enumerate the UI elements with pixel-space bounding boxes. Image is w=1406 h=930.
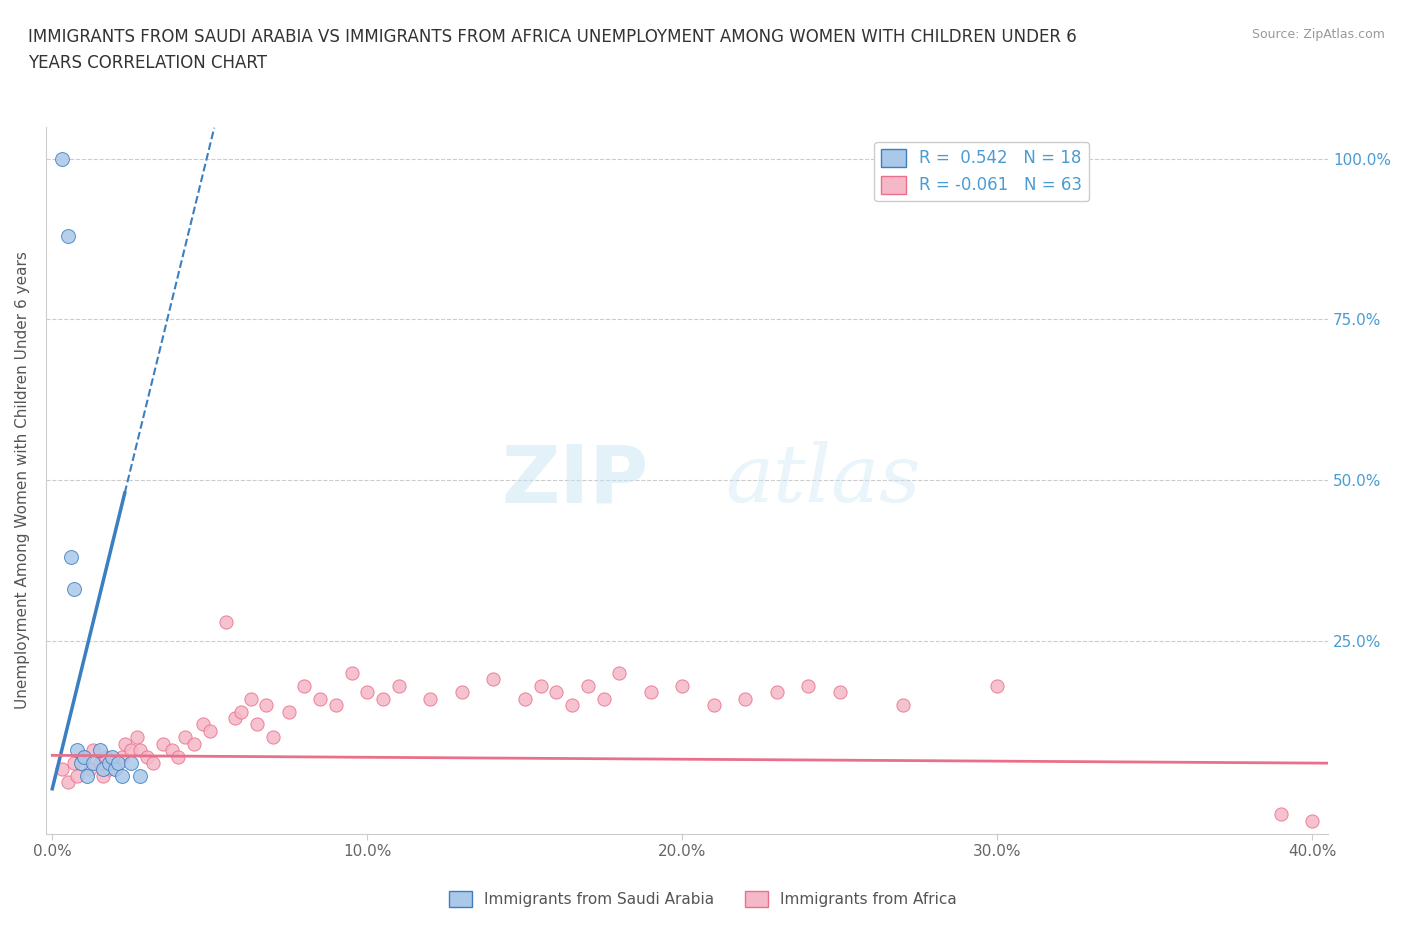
Point bbox=[110, 750, 132, 764]
Point bbox=[110, 768, 132, 783]
Point bbox=[135, 750, 157, 764]
Point bbox=[277, 704, 299, 719]
Point bbox=[828, 684, 851, 699]
Text: atlas: atlas bbox=[725, 442, 921, 519]
Point bbox=[891, 698, 914, 712]
Point bbox=[183, 737, 205, 751]
Point bbox=[607, 666, 630, 681]
Point bbox=[766, 684, 789, 699]
Point bbox=[66, 743, 89, 758]
Point bbox=[73, 750, 96, 764]
Point bbox=[51, 152, 73, 166]
Point bbox=[129, 768, 152, 783]
Point bbox=[79, 762, 101, 777]
Point bbox=[356, 684, 378, 699]
Point bbox=[51, 762, 73, 777]
Point bbox=[82, 755, 104, 770]
Point bbox=[101, 755, 124, 770]
Point bbox=[101, 750, 124, 764]
Point bbox=[73, 750, 96, 764]
Point bbox=[513, 691, 536, 706]
Point bbox=[340, 666, 363, 681]
Point bbox=[94, 750, 117, 764]
Point bbox=[371, 691, 394, 706]
Point bbox=[173, 730, 195, 745]
Point bbox=[104, 762, 127, 777]
Point bbox=[56, 229, 79, 244]
Point bbox=[76, 768, 98, 783]
Point bbox=[89, 743, 111, 758]
Point bbox=[231, 704, 253, 719]
Point bbox=[262, 730, 284, 745]
Point bbox=[734, 691, 756, 706]
Text: ZIP: ZIP bbox=[502, 441, 648, 519]
Point bbox=[56, 775, 79, 790]
Point bbox=[592, 691, 614, 706]
Point bbox=[104, 762, 127, 777]
Point bbox=[167, 750, 190, 764]
Point bbox=[91, 768, 114, 783]
Point bbox=[198, 724, 221, 738]
Point bbox=[703, 698, 725, 712]
Point bbox=[152, 737, 174, 751]
Y-axis label: Unemployment Among Women with Children Under 6 years: Unemployment Among Women with Children U… bbox=[15, 251, 30, 710]
Point bbox=[246, 717, 269, 732]
Point bbox=[129, 743, 152, 758]
Point bbox=[1301, 814, 1323, 829]
Point bbox=[1270, 807, 1292, 822]
Point bbox=[224, 711, 246, 725]
Point bbox=[561, 698, 583, 712]
Point bbox=[546, 684, 568, 699]
Point bbox=[482, 672, 505, 687]
Point bbox=[107, 755, 129, 770]
Point bbox=[66, 768, 89, 783]
Legend: Immigrants from Saudi Arabia, Immigrants from Africa: Immigrants from Saudi Arabia, Immigrants… bbox=[443, 884, 963, 913]
Text: IMMIGRANTS FROM SAUDI ARABIA VS IMMIGRANTS FROM AFRICA UNEMPLOYMENT AMONG WOMEN : IMMIGRANTS FROM SAUDI ARABIA VS IMMIGRAN… bbox=[28, 28, 1077, 73]
Point bbox=[91, 762, 114, 777]
Point bbox=[142, 755, 165, 770]
Point bbox=[239, 691, 262, 706]
Point bbox=[388, 679, 411, 694]
Point bbox=[309, 691, 332, 706]
Text: Source: ZipAtlas.com: Source: ZipAtlas.com bbox=[1251, 28, 1385, 41]
Point bbox=[127, 730, 149, 745]
Point bbox=[797, 679, 820, 694]
Point bbox=[69, 755, 91, 770]
Point bbox=[63, 755, 86, 770]
Point bbox=[529, 679, 551, 694]
Point bbox=[256, 698, 278, 712]
Point bbox=[89, 755, 111, 770]
Point bbox=[325, 698, 347, 712]
Point bbox=[292, 679, 315, 694]
Point bbox=[986, 679, 1008, 694]
Point bbox=[63, 582, 86, 597]
Point bbox=[214, 614, 236, 629]
Point bbox=[576, 679, 599, 694]
Point bbox=[450, 684, 472, 699]
Point bbox=[193, 717, 215, 732]
Point bbox=[120, 755, 142, 770]
Point bbox=[82, 743, 104, 758]
Point bbox=[98, 755, 121, 770]
Point bbox=[60, 550, 83, 565]
Point bbox=[114, 737, 136, 751]
Point bbox=[120, 743, 142, 758]
Point bbox=[419, 691, 441, 706]
Point bbox=[671, 679, 693, 694]
Legend: R =  0.542   N = 18, R = -0.061   N = 63: R = 0.542 N = 18, R = -0.061 N = 63 bbox=[875, 142, 1090, 201]
Point bbox=[160, 743, 183, 758]
Point bbox=[98, 762, 121, 777]
Point bbox=[640, 684, 662, 699]
